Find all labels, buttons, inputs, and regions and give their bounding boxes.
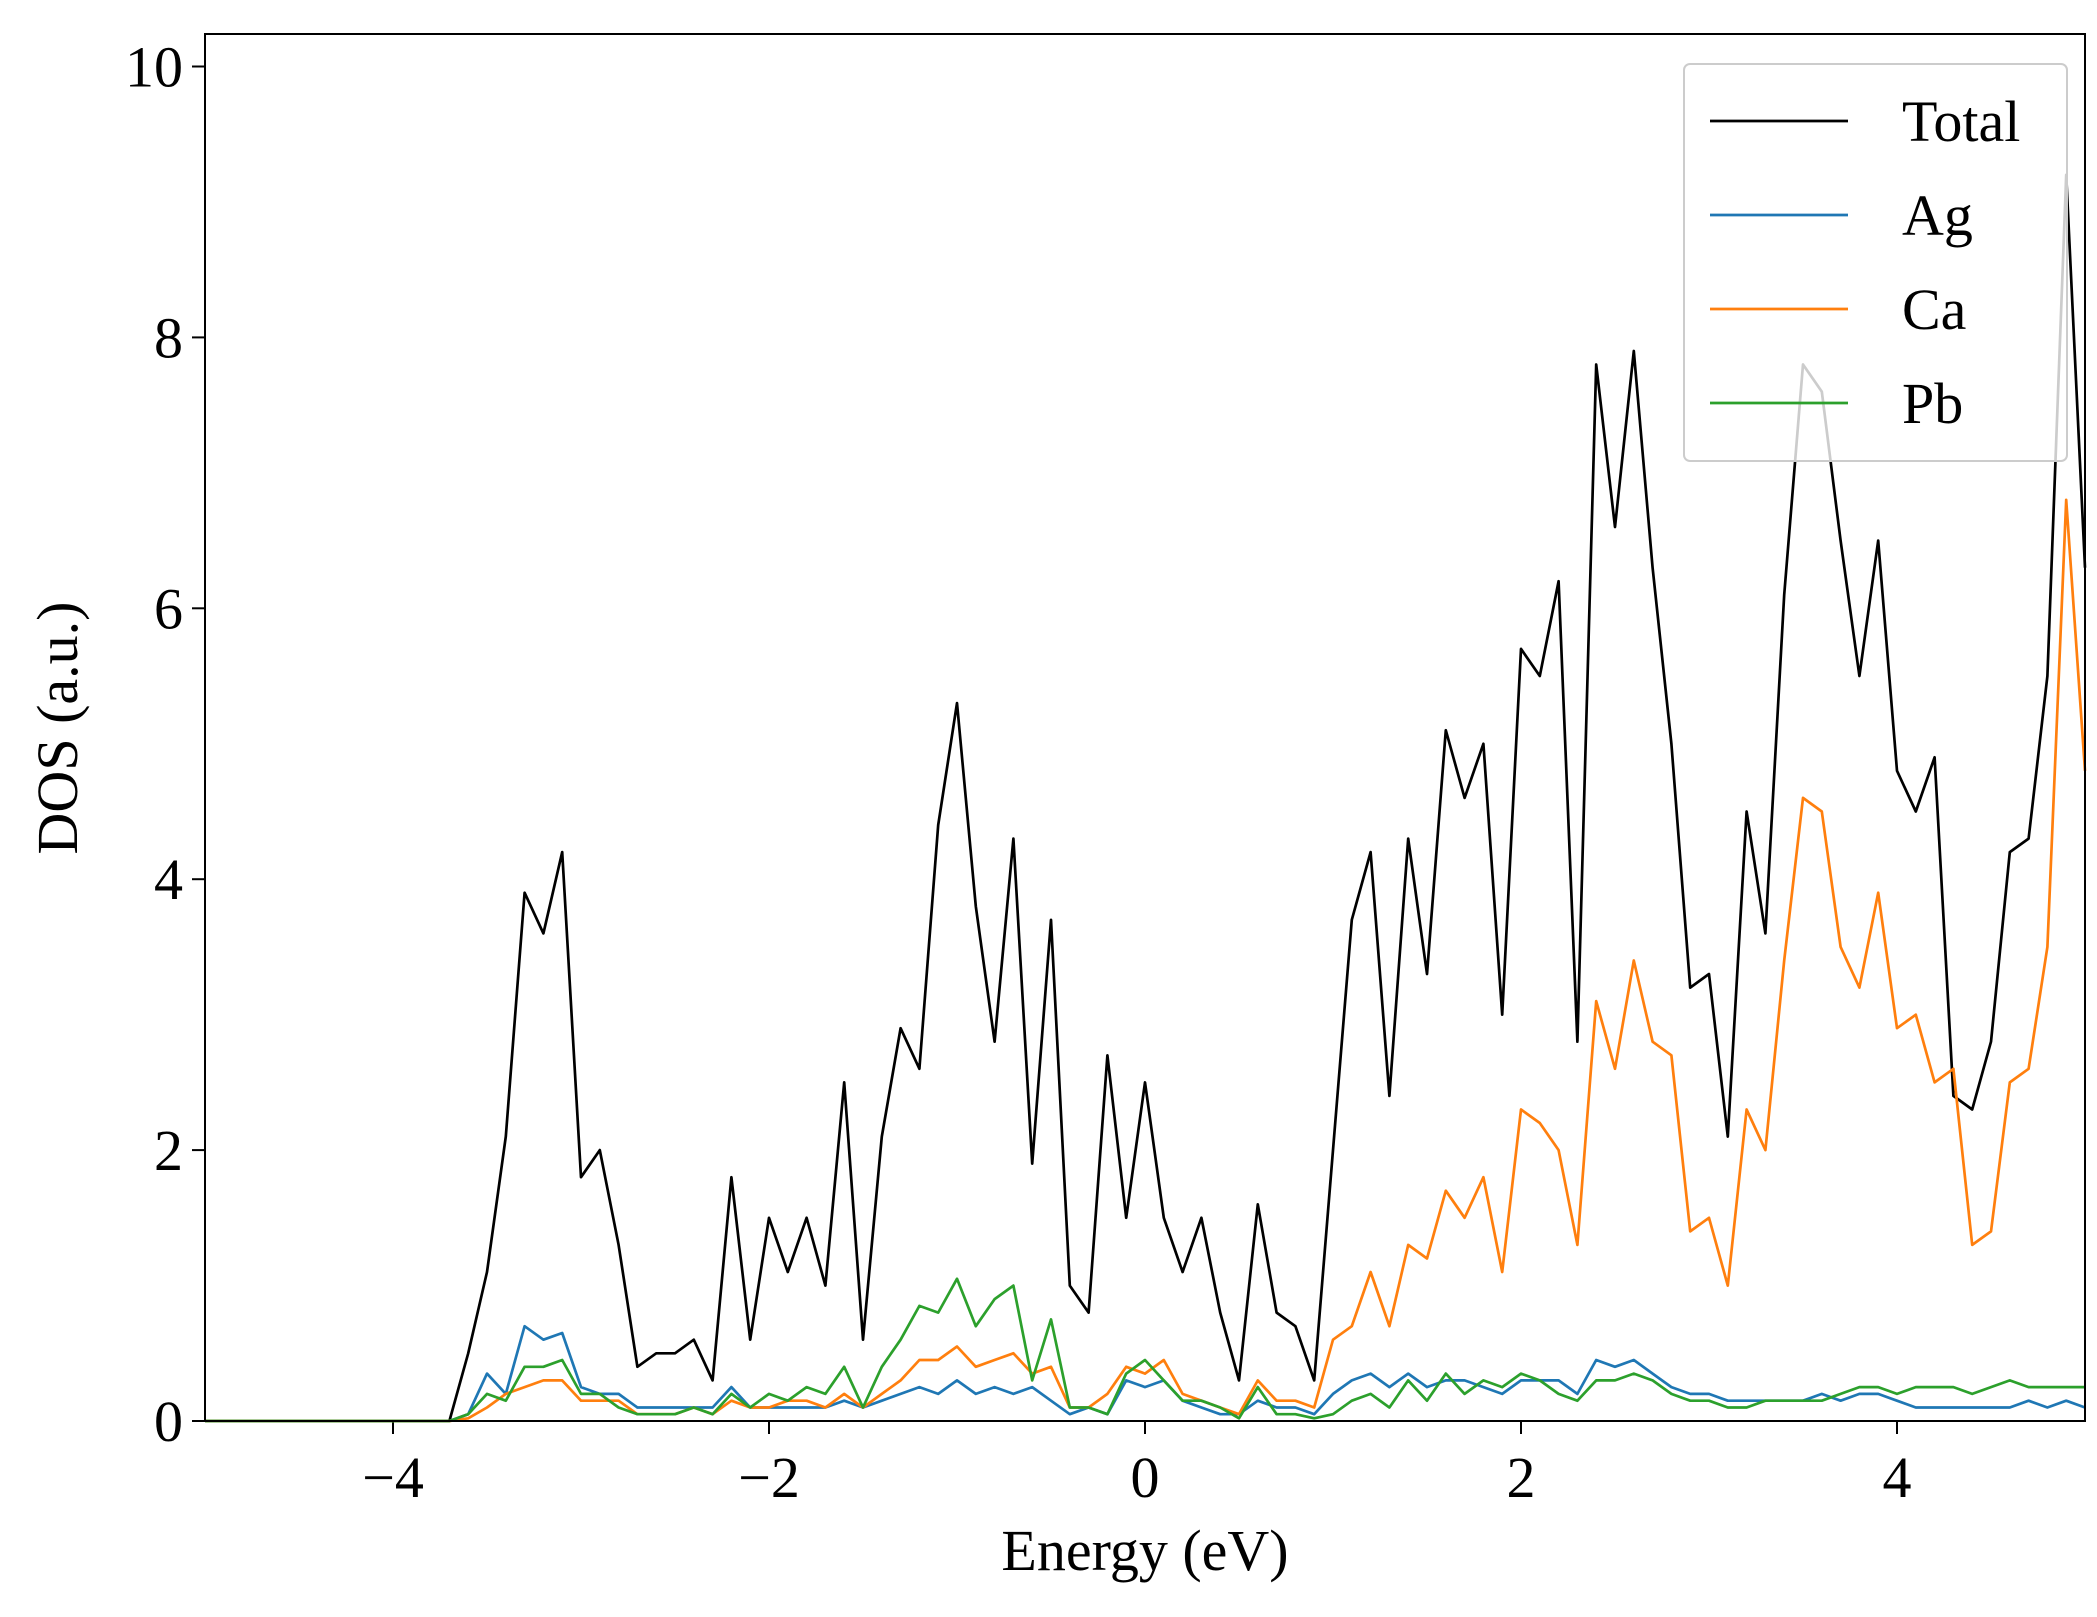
y-tick-label: 0 <box>154 1389 183 1454</box>
x-tick-label: 4 <box>1883 1445 1912 1510</box>
x-tick-label: 0 <box>1131 1445 1160 1510</box>
y-tick-label: 2 <box>154 1118 183 1183</box>
y-tick-label: 8 <box>154 305 183 370</box>
x-tick-label: 2 <box>1507 1445 1536 1510</box>
series-line <box>205 173 2087 1423</box>
legend-label: Ag <box>1902 183 1973 248</box>
y-axis-label: DOS (a.u.) <box>25 602 90 855</box>
legend-label: Pb <box>1902 371 1963 436</box>
series-line <box>205 1277 2085 1423</box>
x-axis-label: Energy (eV) <box>1001 1518 1288 1583</box>
x-tick-label: −4 <box>362 1445 424 1510</box>
y-tick-label: 6 <box>154 576 183 641</box>
y-tick-label: 10 <box>125 35 183 100</box>
legend-box <box>1683 63 2068 462</box>
plot-frame <box>204 33 2086 1422</box>
series-line <box>205 498 2087 1423</box>
y-tick-label: 4 <box>154 847 183 912</box>
legend-label: Ca <box>1902 277 1966 342</box>
legend-label: Total <box>1902 89 2020 154</box>
x-tick-label: −2 <box>738 1445 800 1510</box>
